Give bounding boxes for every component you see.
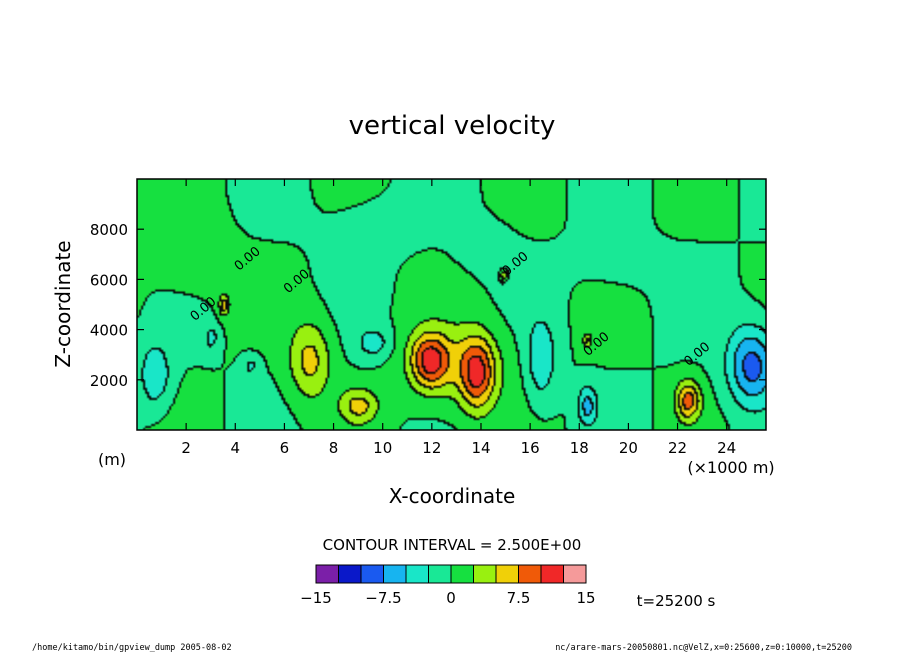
y-axis-ticks: 2000 4000 6000 8000 bbox=[90, 221, 766, 390]
colorbar-swatch bbox=[383, 564, 407, 584]
colorbar-tick-label: 0 bbox=[446, 589, 456, 607]
colorbar-swatch bbox=[473, 564, 497, 584]
x-tick-label: 18 bbox=[570, 439, 589, 457]
colorbar-tick-label: −15 bbox=[300, 589, 332, 607]
colorbar-swatch bbox=[360, 564, 384, 584]
x-tick-label: 20 bbox=[619, 439, 638, 457]
plot-frame bbox=[136, 178, 767, 431]
y-tick-label: 2000 bbox=[90, 372, 128, 390]
x-tick-label: 14 bbox=[471, 439, 490, 457]
x-tick-label: 8 bbox=[329, 439, 339, 457]
y-unit-label: (m) bbox=[98, 450, 126, 469]
colorbar-swatch bbox=[495, 564, 519, 584]
colorbar-swatch bbox=[450, 564, 474, 584]
colorbar-tick-label: −7.5 bbox=[365, 589, 401, 607]
y-axis-label: Z-coordinate bbox=[51, 240, 75, 367]
footer-right-text: nc/arare-mars-20050801.nc@VelZ,x=0:25600… bbox=[555, 643, 852, 653]
x-axis-ticks: 2 4 6 8 10 12 14 16 18 20 22 24 bbox=[181, 179, 736, 457]
footer-left-text: /home/kitamo/bin/gpview_dump 2005-08-02 bbox=[32, 643, 232, 653]
colorbar-swatch bbox=[540, 564, 564, 584]
colorbar-swatch bbox=[428, 564, 452, 584]
x-tick-label: 4 bbox=[231, 439, 241, 457]
colorbar-swatch bbox=[405, 564, 429, 584]
x-tick-label: 24 bbox=[717, 439, 736, 457]
x-tick-label: 10 bbox=[373, 439, 392, 457]
colorbar-swatch bbox=[315, 564, 339, 584]
colorbar-swatch bbox=[563, 564, 587, 584]
chart-title: vertical velocity bbox=[349, 111, 556, 141]
y-tick-label: 8000 bbox=[90, 221, 128, 239]
x-tick-label: 2 bbox=[181, 439, 191, 457]
colorbar-swatch bbox=[518, 564, 542, 584]
x-tick-label: 16 bbox=[521, 439, 540, 457]
x-unit-label: (×1000 m) bbox=[687, 458, 774, 477]
contour-interval-text: CONTOUR INTERVAL = 2.500E+00 bbox=[323, 536, 582, 554]
x-tick-label: 6 bbox=[280, 439, 290, 457]
x-axis-label: X-coordinate bbox=[389, 484, 516, 508]
colorbar: −15 −7.5 0 7.5 15 bbox=[300, 564, 596, 607]
colorbar-tick-label: 7.5 bbox=[507, 589, 531, 607]
colorbar-swatch bbox=[338, 564, 362, 584]
x-tick-label: 22 bbox=[668, 439, 687, 457]
velocity-field bbox=[137, 179, 766, 430]
colorbar-tick-label: 15 bbox=[576, 589, 595, 607]
plot-area: 0.000.000.000.000.00 0.00 2 4 6 8 10 12 14 16 18 2… bbox=[90, 178, 767, 457]
x-tick-label: 12 bbox=[422, 439, 441, 457]
y-tick-label: 4000 bbox=[90, 322, 128, 340]
y-tick-label: 6000 bbox=[90, 271, 128, 289]
time-label: t=25200 s bbox=[637, 592, 716, 610]
